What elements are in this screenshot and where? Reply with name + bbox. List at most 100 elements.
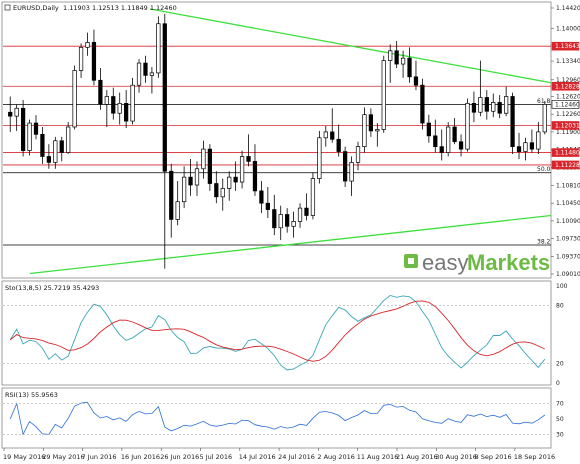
candle	[194, 161, 200, 196]
candle	[330, 108, 335, 143]
candle	[278, 205, 283, 241]
candle	[491, 93, 496, 118]
stoch-title: Sto(13,8,5) 25.7219 35.4293	[5, 284, 99, 292]
rsi-panel-frame	[1, 387, 552, 449]
rsi-tick-label: 70	[556, 401, 564, 408]
candle-body-bear	[516, 146, 522, 152]
candle	[523, 137, 528, 161]
candle	[188, 158, 193, 196]
candle	[46, 144, 51, 169]
price-tick-label: 1.10090	[556, 218, 580, 225]
candle	[413, 60, 419, 91]
level-price-box	[551, 41, 580, 51]
candle	[394, 40, 399, 68]
price-tick-label: 1.11900	[556, 129, 580, 136]
candle-body-bear	[272, 209, 277, 229]
candle-body-bear	[91, 42, 97, 81]
candle-body-bull	[317, 137, 322, 179]
candle-body-bear	[265, 202, 270, 210]
fib-label: 61.8	[537, 98, 551, 105]
candle-body-bull	[156, 23, 161, 74]
candle-body-bull	[149, 72, 155, 76]
candle-body-bear	[40, 134, 45, 157]
stoch-tick-label: 20	[556, 361, 564, 368]
candle	[40, 126, 45, 164]
price-tick-label: 1.10810	[556, 182, 580, 189]
resistance-trendline[interactable]	[149, 8, 552, 84]
price-tick-label: 1.12260	[556, 111, 580, 118]
support-trendline[interactable]	[29, 214, 552, 275]
level-price-box	[551, 121, 580, 130]
candle	[343, 146, 348, 187]
stoch-panel-frame	[1, 280, 552, 386]
candle-body-bull	[278, 214, 283, 229]
candle-body-bull	[27, 122, 32, 151]
candle-body-bull	[53, 140, 58, 163]
candle	[381, 55, 386, 133]
candle-body-bull	[446, 126, 451, 153]
stoch-tick-label: 80	[556, 302, 564, 309]
candle	[98, 67, 103, 110]
level-price-label: 1.11480	[555, 150, 580, 157]
candle-body-bear	[368, 114, 374, 132]
price-tick-label: 1.09370	[556, 253, 580, 260]
candle	[388, 44, 393, 83]
stoch-signal-line	[9, 300, 545, 362]
price-tick-label: 1.10450	[556, 200, 580, 207]
main-panel-frame	[1, 1, 552, 279]
level-price-label: 1.11228	[555, 162, 580, 169]
fib-label: 38.2	[537, 238, 551, 245]
candle	[355, 141, 361, 171]
candle-body-bull	[104, 96, 109, 105]
candle-body-bull	[175, 201, 180, 220]
candle-body-bear	[46, 156, 51, 163]
candle-body-bull	[201, 148, 206, 170]
candle-body-bull	[375, 129, 380, 132]
candle-body-bear	[59, 140, 64, 153]
level-price-box	[551, 100, 580, 109]
candle-body-bear	[233, 176, 238, 183]
date-tick-label: 8 Sep 2016	[475, 453, 512, 461]
candle	[323, 126, 328, 147]
candle-body-bull	[388, 50, 393, 61]
candle	[349, 156, 354, 196]
candle	[362, 107, 367, 153]
candle-body-bull	[227, 176, 232, 189]
candle	[20, 99, 26, 157]
candle	[458, 134, 464, 157]
candle	[272, 194, 277, 236]
candle	[407, 47, 412, 83]
candle	[471, 91, 477, 123]
candle-body-bull	[381, 60, 386, 130]
rsi-title: RSI(13) 55.9563	[5, 391, 58, 399]
candle-body-bull	[323, 131, 328, 139]
candle-body-bear	[497, 102, 502, 114]
candle-body-bull	[523, 142, 528, 152]
date-tick-label: 30 Aug 2016	[435, 453, 477, 461]
stochastic-indicator	[9, 295, 546, 371]
candle-body-bear	[33, 122, 39, 135]
ohlc-readout: 1.11903 1.12513 1.11849 1.12460	[63, 4, 177, 12]
candle-body-bear	[420, 84, 425, 124]
price-tick-label: 1.09730	[556, 236, 580, 243]
price-tick-label: 1.14000	[556, 26, 580, 33]
candle-body-bear	[124, 103, 129, 122]
candle-body-bull	[355, 146, 361, 163]
candle-body-bear	[252, 161, 258, 192]
candle	[143, 55, 148, 83]
candle	[72, 65, 77, 130]
candle-body-bear	[285, 214, 290, 227]
rsi-tick-label: 50	[556, 416, 564, 423]
candle	[59, 136, 64, 162]
candle-body-bear	[529, 142, 535, 150]
candle	[297, 203, 303, 228]
symbol-icon	[4, 4, 11, 11]
rsi-axis: 70 50 30	[3, 401, 564, 438]
logo-box-inner-icon	[408, 258, 414, 264]
candle-body-bear	[413, 76, 419, 86]
candle	[510, 92, 515, 155]
rsi-line	[9, 401, 546, 436]
candle	[233, 161, 238, 191]
candle	[452, 118, 457, 145]
